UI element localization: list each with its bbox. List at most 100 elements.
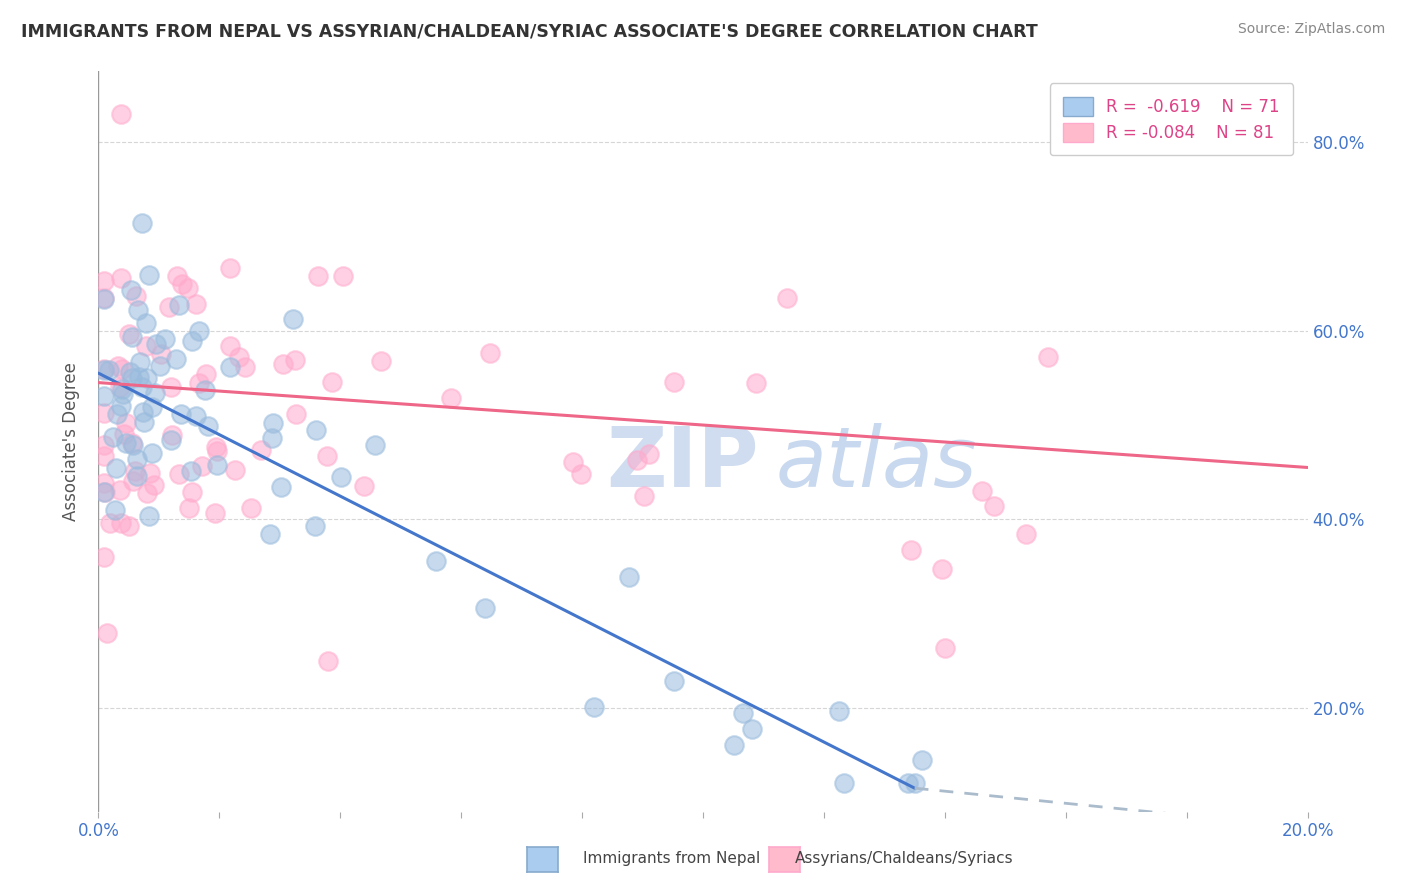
Point — [262, 417, 284, 431]
Point — [93, 406, 115, 420]
Point — [160, 428, 183, 442]
Point — [1015, 527, 1038, 541]
Point — [479, 346, 502, 360]
Point — [321, 375, 343, 389]
Point — [108, 380, 131, 394]
Point — [93, 292, 115, 306]
Point — [228, 350, 250, 364]
Point — [125, 289, 148, 303]
Point — [180, 485, 202, 500]
Point — [259, 527, 281, 541]
Point — [93, 389, 115, 403]
Point — [149, 359, 172, 374]
Point — [112, 386, 135, 401]
Point — [316, 450, 339, 464]
Point — [205, 440, 228, 454]
Point — [271, 357, 294, 371]
Point — [110, 483, 132, 497]
Point — [474, 600, 496, 615]
Text: atlas: atlas — [776, 423, 977, 504]
Point — [582, 700, 605, 714]
Text: ZIP: ZIP — [606, 423, 759, 504]
Point — [97, 363, 120, 377]
Point — [93, 362, 115, 376]
Point — [93, 484, 115, 499]
Point — [172, 277, 194, 292]
Text: Immigrants from Nepal: Immigrants from Nepal — [583, 852, 761, 866]
Point — [125, 452, 148, 467]
Point — [110, 271, 132, 285]
Point — [128, 369, 150, 384]
Point — [107, 359, 129, 374]
Point — [179, 501, 201, 516]
Point — [110, 399, 132, 413]
Point — [149, 347, 172, 361]
Point — [562, 454, 585, 468]
Point — [93, 485, 115, 500]
Point — [617, 570, 640, 584]
Text: IMMIGRANTS FROM NEPAL VS ASSYRIAN/CHALDEAN/SYRIAC ASSOCIATE'S DEGREE CORRELATION: IMMIGRANTS FROM NEPAL VS ASSYRIAN/CHALDE… — [21, 22, 1038, 40]
Point — [828, 704, 851, 718]
Point — [425, 554, 447, 568]
Point — [93, 449, 115, 463]
Point — [723, 738, 745, 752]
Point — [114, 436, 136, 450]
Point — [111, 382, 134, 396]
Point — [165, 352, 187, 367]
Point — [141, 445, 163, 459]
Point — [138, 508, 160, 523]
Point — [188, 376, 211, 391]
Point — [832, 776, 855, 790]
Point — [131, 380, 153, 394]
Point — [93, 438, 115, 452]
Point — [1036, 350, 1059, 364]
Text: Assyrians/Chaldeans/Syriacs: Assyrians/Chaldeans/Syriacs — [794, 852, 1012, 866]
Point — [122, 438, 145, 452]
Point — [307, 269, 329, 284]
Point — [160, 380, 183, 394]
Point — [93, 361, 115, 376]
Point — [118, 326, 141, 341]
Point — [177, 281, 200, 295]
Point — [637, 447, 659, 461]
Point — [900, 543, 922, 558]
Point — [145, 337, 167, 351]
Point — [934, 640, 956, 655]
Point — [281, 311, 304, 326]
Point — [167, 298, 190, 312]
Point — [134, 316, 156, 330]
Point — [664, 376, 686, 390]
Point — [143, 477, 166, 491]
Point — [180, 464, 202, 478]
Point — [121, 371, 143, 385]
Point — [662, 674, 685, 689]
Point — [195, 367, 218, 381]
Point — [110, 107, 132, 121]
Point — [364, 438, 387, 452]
Point — [136, 371, 159, 385]
Point — [127, 303, 149, 318]
Point — [741, 722, 763, 736]
Y-axis label: Associate's Degree: Associate's Degree — [62, 362, 80, 521]
Point — [270, 480, 292, 494]
Point — [132, 405, 155, 419]
Point — [626, 452, 648, 467]
Point — [284, 353, 307, 368]
Point — [569, 467, 592, 481]
Point — [101, 430, 124, 444]
Point — [160, 433, 183, 447]
Point — [305, 423, 328, 437]
Point — [224, 463, 246, 477]
Point — [104, 461, 127, 475]
Point — [98, 516, 121, 531]
Point — [731, 706, 754, 720]
Point — [205, 458, 228, 472]
Point — [904, 776, 927, 790]
Point — [107, 407, 129, 421]
Point — [633, 489, 655, 503]
Point — [353, 478, 375, 492]
Point — [93, 292, 115, 306]
Point — [157, 300, 180, 314]
Point — [186, 297, 208, 311]
Point — [931, 562, 953, 576]
